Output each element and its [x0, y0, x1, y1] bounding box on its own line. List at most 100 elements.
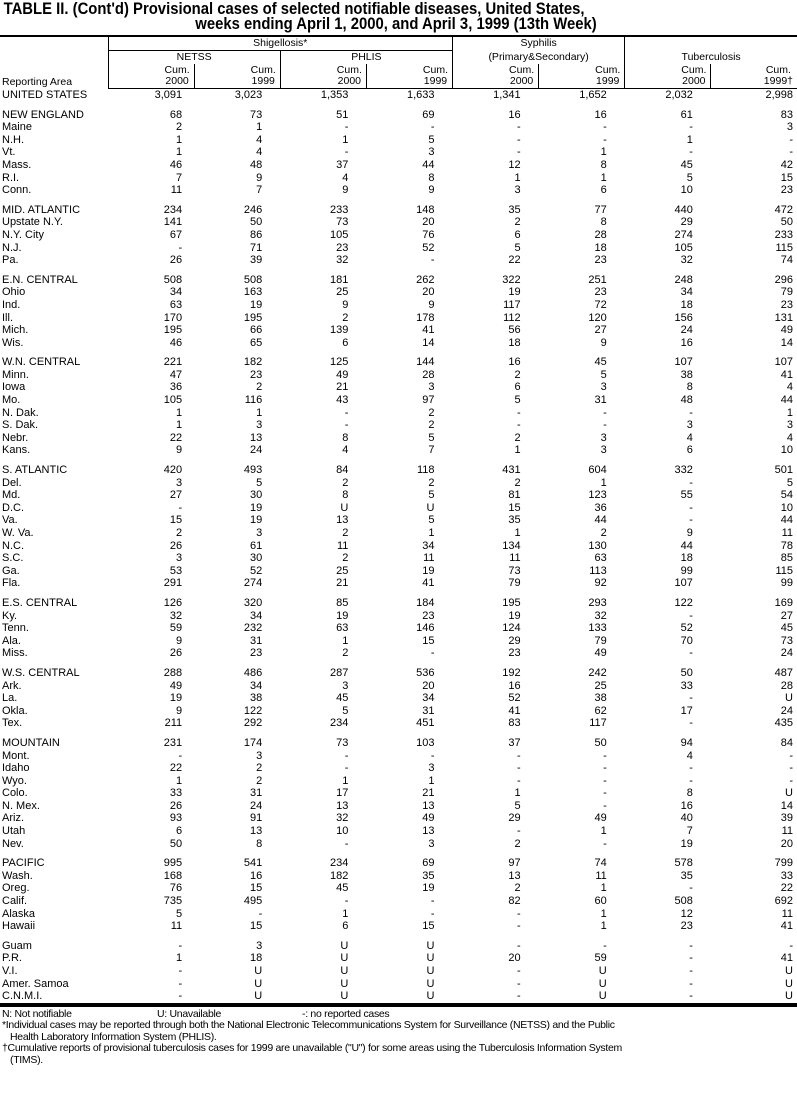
reporting-area-cell: Conn. — [2, 184, 32, 197]
value-cell: 130 — [588, 539, 607, 552]
value-cell: 73 — [336, 216, 349, 229]
table-row: Ga. 53 52 25 19 73 113 99 115 — [0, 565, 797, 578]
value-cell: 31 — [250, 787, 263, 800]
value-cell: 7 — [256, 184, 263, 197]
value-cell: 8 — [600, 216, 607, 229]
value-cell: U — [426, 977, 435, 990]
header-netss: NETSS — [107, 50, 281, 64]
reporting-area-cell: PACIFIC — [2, 857, 45, 870]
table-row: Ala. 9 31 1 15 29 79 70 73 — [0, 635, 797, 648]
value-cell: - — [689, 762, 693, 775]
reporting-area-cell: W. Va. — [2, 527, 34, 539]
table-row: Idaho 22 2-3- - - - — [0, 762, 797, 775]
value-cell: 115 — [775, 564, 793, 577]
group-spacer — [0, 850, 797, 857]
reporting-area-cell: Ala. — [2, 634, 21, 647]
value-cell: 83 — [780, 108, 793, 121]
value-cell: 274 — [674, 228, 693, 241]
value-cell: 14 — [422, 336, 435, 349]
value-cell: 11 — [781, 907, 793, 920]
value-cell: 2 — [514, 431, 521, 444]
value-cell: 19 — [336, 609, 349, 622]
value-cell: 1 — [600, 825, 607, 838]
value-cell: 97 — [508, 857, 521, 870]
value-cell: 1,341 — [493, 89, 521, 101]
value-cell: 4 — [686, 749, 693, 762]
value-cell: U — [254, 977, 263, 990]
value-cell: U — [254, 990, 263, 1003]
table-row: Hawaii 11 15 6 15 - 1 23 41 — [0, 920, 797, 933]
value-cell: - — [603, 799, 607, 812]
reporting-area-cell: Ohio — [2, 286, 26, 299]
value-cell: - — [516, 419, 521, 432]
value-cell: 182 — [330, 869, 349, 882]
value-cell: 6 — [686, 444, 693, 457]
value-cell: 1 — [600, 907, 607, 920]
table-row: R.I. 7 9 4 8 1 1 5 15 — [0, 172, 797, 185]
value-cell: 4 — [786, 381, 793, 394]
value-cell: 493 — [243, 464, 263, 477]
value-cell: - — [789, 133, 793, 146]
value-cell: U — [785, 787, 793, 800]
value-cell: 211 — [164, 717, 183, 730]
value-cell: U — [426, 939, 435, 952]
value-cell: 49 — [169, 679, 183, 692]
value-cell: 117 — [503, 298, 521, 311]
value-cell: 2 — [514, 368, 521, 381]
value-cell: 2 — [342, 552, 349, 565]
header-syphilis-sub: (Primary&Secondary) — [451, 50, 625, 64]
reporting-area-cell: Mont. — [2, 749, 30, 762]
value-cell: 29 — [680, 216, 693, 229]
value-cell: 6 — [600, 184, 607, 197]
value-cell: 1 — [514, 787, 521, 800]
value-cell: 73 — [780, 634, 793, 647]
value-cell: 1 — [342, 907, 349, 920]
value-cell: 242 — [588, 666, 607, 679]
value-cell: - — [178, 241, 183, 254]
value-cell: 99 — [680, 564, 693, 577]
value-cell: 21 — [336, 577, 349, 590]
reporting-area-cell: MID. ATLANTIC — [2, 203, 81, 216]
group-spacer — [0, 457, 797, 464]
table-row: Md. 27 30 8 5 81 123 55 54 — [0, 489, 797, 502]
reporting-area-cell: Kans. — [2, 444, 31, 457]
value-cell: 13 — [422, 825, 435, 838]
value-cell: 13 — [336, 514, 349, 527]
value-cell: 1 — [786, 406, 793, 419]
value-cell: - — [689, 692, 693, 705]
value-cell: 5 — [256, 476, 263, 489]
table-row: Wyo. 1 2 1 1 - - - - — [0, 775, 797, 788]
value-cell: 118 — [416, 464, 435, 477]
header-reporting-area: Reporting Area — [2, 75, 73, 88]
value-cell: 1 — [514, 527, 521, 539]
table-row: E.S. CENTRAL 126 320 85 184 195 293 122 169 — [0, 597, 797, 610]
table-row: La. 19 38 45 34 52 38 - U — [0, 692, 797, 705]
table-row: Mich. 195 66 139 41 56 27 24 49 — [0, 324, 797, 337]
value-cell: 51 — [336, 108, 349, 121]
value-cell: 29 — [508, 812, 521, 825]
value-cell: 3 — [428, 146, 435, 159]
value-cell: 69 — [422, 108, 435, 121]
value-cell: 251 — [588, 273, 607, 286]
table-row: Miss. 26 23 2 - 23 49 - 24 — [0, 647, 797, 660]
table-row: Ark. 49 34 3 20 16 25 33 28 — [0, 680, 797, 693]
value-cell: 3 — [600, 444, 607, 457]
value-cell: 28 — [422, 368, 435, 381]
value-cell: 13 — [336, 799, 349, 812]
value-cell: 2,998 — [765, 89, 793, 101]
reporting-area-cell: Mo. — [2, 394, 21, 407]
table-row: Mo. 105 116 43 97 5 31 48 44 — [0, 394, 797, 407]
value-cell: 124 — [502, 622, 521, 635]
value-cell: 85 — [336, 596, 349, 609]
value-cell: 82 — [508, 895, 521, 908]
note-shigellosis-2: Health Laboratory Information System (PH… — [10, 1030, 217, 1043]
value-cell: 29 — [508, 634, 521, 647]
group-spacer — [0, 590, 797, 597]
header-col-2: Cum. 2000 — [279, 64, 367, 89]
value-cell: 3 — [514, 184, 521, 197]
value-cell: - — [344, 121, 349, 134]
value-cell: 50 — [680, 666, 693, 679]
value-cell: 49 — [336, 368, 349, 381]
reporting-area-cell: Upstate N.Y. — [2, 216, 63, 229]
value-cell: 8 — [686, 787, 693, 800]
